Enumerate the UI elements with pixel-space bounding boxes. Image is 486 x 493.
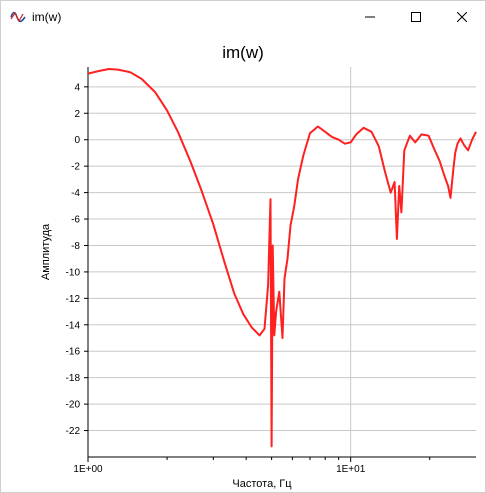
y-tick-label: -20 — [66, 400, 81, 411]
y-tick-label: 4 — [74, 82, 80, 93]
minimize-icon — [365, 16, 375, 17]
x-axis-label: Частота, Гц — [232, 478, 292, 490]
y-axis-label: Амплитуда — [40, 223, 52, 280]
y-tick-label: -10 — [66, 267, 81, 278]
y-tick-label: -8 — [71, 241, 80, 252]
y-tick-label: -6 — [71, 215, 80, 226]
series-line — [87, 68, 477, 448]
x-tick-label: 1E+01 — [336, 464, 366, 475]
plot-background — [88, 67, 476, 457]
y-tick-label: 0 — [74, 135, 80, 146]
x-tick-label: 1E+00 — [73, 464, 103, 475]
y-tick-label: -12 — [66, 294, 81, 305]
window-title: im(w) — [32, 10, 62, 24]
close-icon — [457, 11, 467, 22]
title-bar[interactable]: im(w) — [1, 1, 485, 32]
y-tick-label: -4 — [71, 188, 80, 199]
y-tick-label: 2 — [74, 109, 80, 120]
spectrum-app-icon — [10, 9, 26, 25]
y-tick-label: -22 — [66, 426, 81, 437]
chart-title: im(w) — [222, 43, 264, 62]
minimize-button[interactable] — [347, 1, 393, 32]
y-tick-label: -2 — [71, 162, 80, 173]
y-tick-label: -16 — [66, 347, 81, 358]
y-tick-label: -14 — [66, 320, 81, 331]
maximize-icon — [411, 11, 421, 22]
y-tick-label: -18 — [66, 373, 81, 384]
maximize-button[interactable] — [393, 1, 439, 32]
close-button[interactable] — [439, 1, 485, 32]
